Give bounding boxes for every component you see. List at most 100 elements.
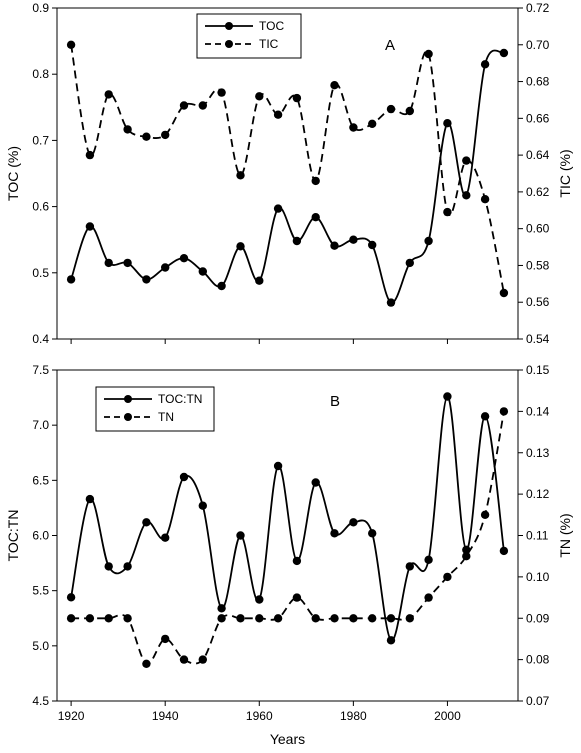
series-toc-tn-point: [330, 529, 339, 538]
y-axis-title: TOC (%): [5, 146, 21, 201]
series-toc-tn-point: [179, 472, 189, 482]
series-toc-tn-point: [273, 461, 283, 471]
series-tn-point: [198, 655, 207, 664]
series-tic-point: [292, 93, 302, 103]
panel-a: 0.4 0.5 0.6 0.7 0.8 0.9 0.54 0.56 0.58 0.60 0.62 0.…: [5, 1, 573, 346]
y2-tick-label: 0.58: [526, 258, 550, 272]
series-tic-point: [255, 92, 264, 101]
series-toc-point: [66, 275, 76, 284]
y2-tick-label: 0.11: [526, 529, 549, 543]
series-tn-point: [179, 655, 189, 664]
series-tn-point: [480, 510, 490, 519]
series-tn-point: [330, 614, 339, 623]
series-tic-point: [66, 40, 76, 49]
y2-tick-label: 0.12: [526, 487, 550, 501]
y2-tick-label: 0.72: [526, 1, 550, 15]
x-axis-title: Years: [270, 731, 305, 747]
legend-tic-swatch-marker: [225, 40, 233, 48]
series-tic-point: [198, 101, 207, 110]
series-tic-point: [311, 176, 320, 186]
y-tick-label: 0.5: [32, 266, 49, 280]
y2-tick-label: 0.08: [526, 653, 550, 667]
series-tn-point: [368, 614, 377, 623]
series-toc-point: [273, 204, 283, 213]
series-toc-tn-line: [70, 395, 505, 642]
y2-tick-label: 0.07: [526, 694, 550, 708]
series-toc-tn-point: [311, 478, 320, 487]
x-tick-label: 1920: [58, 709, 85, 723]
series-tic-point: [104, 90, 113, 99]
series-toc-point: [217, 281, 226, 291]
y-tick-label: 7.0: [32, 418, 49, 432]
y-tick-label: 6.0: [32, 529, 49, 543]
series-tn-point: [424, 593, 433, 602]
y2-tick-label: 0.62: [526, 185, 550, 199]
series-toc-point: [462, 191, 471, 200]
series-toc-point: [198, 267, 207, 276]
legend-box: [196, 13, 302, 59]
series-toc-tn-point: [142, 518, 151, 527]
series-tn-point: [85, 614, 95, 623]
series-tn-point: [292, 593, 302, 602]
y-tick-label: 0.4: [32, 332, 49, 346]
series-tn-point: [104, 614, 113, 623]
y2-tick-label: 0.70: [526, 38, 550, 52]
y-tick-label: 7.5: [32, 363, 49, 377]
series-toc-tn-point: [292, 556, 302, 566]
series-tn-point: [311, 614, 320, 623]
series-toc-tn-point: [217, 604, 226, 613]
series-toc-tn-point: [499, 546, 509, 556]
legend-tic-label: TIC: [259, 37, 279, 51]
series-toc-tn-point: [405, 562, 414, 571]
y2-tick-label: 0.54: [526, 332, 550, 346]
series-toc-point: [443, 119, 452, 128]
series-tn-point: [142, 659, 151, 668]
series-tn-point: [386, 614, 396, 623]
series-tic-point: [85, 150, 95, 160]
series-toc-point: [255, 276, 264, 285]
series-tn-point: [405, 614, 414, 623]
series-toc-tn-point: [161, 533, 170, 542]
series-toc-point: [499, 48, 509, 58]
legend-box: [95, 386, 215, 432]
series-tn-point: [462, 552, 471, 561]
y-tick-label: 6.5: [32, 473, 49, 487]
series-tic-point: [236, 171, 245, 180]
series-toc-tn-point: [255, 595, 264, 604]
series-tic-point: [123, 125, 132, 134]
series-tic-point: [330, 81, 339, 90]
series-toc-point: [123, 258, 132, 268]
series-tn-point: [236, 614, 245, 623]
y2-tick-label: 0.14: [526, 404, 550, 418]
series-toc-line: [70, 49, 505, 304]
series-toc-tn-point: [123, 562, 132, 571]
series-tic-point: [368, 119, 377, 128]
series-toc-tn-point: [424, 555, 433, 564]
series-toc-tn-point: [368, 529, 377, 538]
y-tick-label: 0.9: [32, 1, 49, 15]
series-toc-point: [104, 258, 113, 268]
y2-tick-label: 0.68: [526, 75, 550, 89]
series-tn-point: [499, 407, 509, 416]
series-toc-tn-point: [85, 494, 95, 504]
series-tic-point: [161, 130, 170, 140]
series-toc-tn-point: [349, 518, 358, 527]
series-toc-point: [292, 236, 302, 246]
series-tic-point: [462, 156, 471, 165]
series-toc-point: [386, 298, 396, 307]
series-tic-point: [217, 88, 226, 97]
series-tn-point: [66, 614, 76, 623]
series-toc-tn-point: [66, 593, 76, 602]
y-tick-label: 0.8: [32, 67, 49, 81]
series-toc-tn-point: [104, 562, 113, 571]
series-tn-point: [123, 614, 132, 623]
series-tic-point: [424, 49, 433, 59]
legend-toc-tn-label: TOC:TN: [158, 392, 202, 406]
series-toc-point: [179, 254, 189, 263]
series-tic-point: [273, 110, 283, 119]
y2-axis-title: TN (%): [557, 513, 573, 557]
legend-tn-label: TN: [158, 410, 174, 424]
series-toc-point: [85, 222, 95, 231]
panel-label: B: [330, 393, 340, 410]
series-tic-point: [443, 207, 452, 217]
